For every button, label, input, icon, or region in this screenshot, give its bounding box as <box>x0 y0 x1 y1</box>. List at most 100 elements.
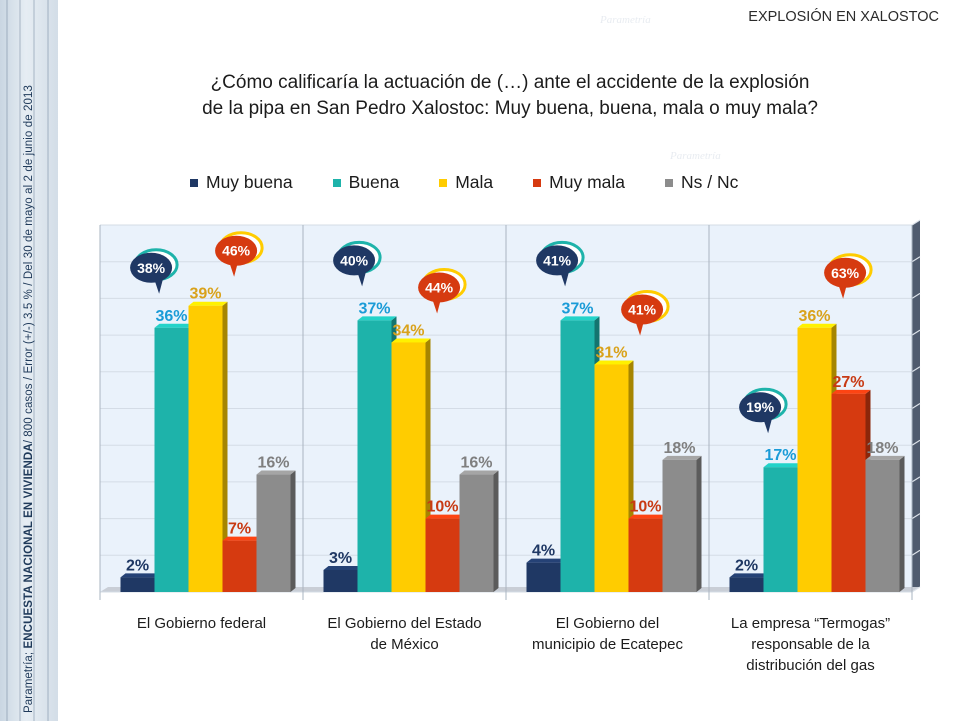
data-label: 10% <box>629 499 661 516</box>
bar-top <box>459 470 499 475</box>
side-wall-tick <box>911 366 921 373</box>
bar <box>188 305 223 592</box>
category-label: El Gobierno del municipio de Ecatepec <box>508 613 708 655</box>
category-label-line: de México <box>370 636 439 653</box>
bar <box>560 320 595 592</box>
data-label: 18% <box>663 440 695 457</box>
bar-side <box>222 301 228 592</box>
bar-top <box>628 514 668 519</box>
question-line-2: de la pipa en San Pedro Xalostoc: Muy bu… <box>202 98 818 119</box>
data-label: 7% <box>228 521 251 538</box>
legend-swatch <box>190 178 198 187</box>
legend-item: Muy buena <box>190 172 293 193</box>
category-label-line: municipio de Ecatepec <box>532 636 683 653</box>
question-line-1: ¿Cómo calificaría la actuación de (…) an… <box>210 72 810 93</box>
legend-item: Buena <box>332 172 399 193</box>
bar <box>357 320 392 592</box>
bar-top <box>831 389 871 394</box>
data-label: 18% <box>866 440 898 457</box>
category-label: El Gobierno del Estado de México <box>305 613 505 655</box>
bar <box>865 459 900 592</box>
category-label: El Gobierno federal <box>102 613 302 634</box>
bubble <box>215 235 258 266</box>
page-header-title: EXPLOSIÓN EN XALOSTOC <box>748 9 939 25</box>
bar <box>628 518 663 592</box>
category-label: La empresa “Termogas” responsable de la di… <box>711 613 911 676</box>
bar <box>831 393 866 592</box>
survey-question: ¿Cómo calificaría la actuación de (…) an… <box>70 70 950 122</box>
legend-swatch <box>665 178 673 187</box>
bubble <box>333 245 376 276</box>
data-label: 34% <box>392 322 424 339</box>
bar-side <box>899 455 905 592</box>
bar-top <box>357 316 397 321</box>
bar-top <box>256 470 296 475</box>
data-label: 16% <box>460 455 492 472</box>
side-wall-tick <box>911 439 921 446</box>
bar <box>763 467 798 592</box>
bubble <box>621 294 664 325</box>
bar-side <box>493 470 499 592</box>
bar <box>120 577 155 592</box>
legend-item: Muy mala <box>533 172 625 193</box>
category-label-line: distribución del gas <box>746 657 875 674</box>
bubble <box>536 245 579 276</box>
bar-top <box>425 514 465 519</box>
bubble-label: 46% <box>222 243 251 259</box>
data-label: 4% <box>532 543 555 560</box>
bubble <box>130 252 173 283</box>
legend-swatch <box>533 178 542 187</box>
side-wall-tick <box>911 292 921 299</box>
bar-top <box>797 323 837 328</box>
bar-top <box>222 536 262 541</box>
bar-top <box>323 565 363 570</box>
bar-top <box>154 323 194 328</box>
bar <box>662 459 697 592</box>
category-label-line: El Gobierno del <box>555 615 660 632</box>
legend-item: Mala <box>439 172 493 193</box>
legend-label: Muy mala <box>549 172 625 192</box>
bar <box>797 327 832 592</box>
data-label: 10% <box>426 499 458 516</box>
side-wall-tick <box>911 329 921 336</box>
bar-top <box>188 301 228 306</box>
legend-label: Ns / Nc <box>681 172 739 192</box>
data-label: 16% <box>257 455 289 472</box>
legend-swatch <box>332 178 341 187</box>
side-wall-tick <box>911 513 921 520</box>
data-label: 3% <box>329 550 352 567</box>
bar-top <box>865 455 905 460</box>
bar-side <box>290 470 296 592</box>
bar-top <box>594 360 634 365</box>
data-label: 31% <box>595 344 627 361</box>
legend-swatch <box>439 178 448 187</box>
data-label: 37% <box>561 300 593 317</box>
bar-top <box>120 573 160 578</box>
bar <box>154 327 189 592</box>
bar-top <box>662 455 702 460</box>
data-label: 2% <box>126 557 149 574</box>
data-label: 37% <box>358 300 390 317</box>
data-label: 2% <box>735 557 758 574</box>
side-wall-tick <box>911 402 921 410</box>
bar-side <box>696 455 702 592</box>
bubble-label: 41% <box>628 301 657 317</box>
data-label: 36% <box>155 308 187 325</box>
bubble-label: 44% <box>425 279 454 295</box>
bubble-label: 40% <box>340 252 369 268</box>
bar <box>391 342 426 592</box>
bar <box>222 540 257 592</box>
bubble-label: 19% <box>746 399 775 415</box>
plot-floor <box>100 587 920 592</box>
category-label-line: La empresa “Termogas” <box>730 615 891 632</box>
data-label: 39% <box>189 286 221 303</box>
bar <box>425 518 460 592</box>
bar <box>526 562 561 592</box>
bubble-label: 38% <box>137 260 166 276</box>
data-label: 17% <box>764 447 796 464</box>
bar <box>323 569 358 592</box>
bar-top <box>763 463 803 468</box>
bar-top <box>560 316 600 321</box>
bar <box>594 364 629 592</box>
